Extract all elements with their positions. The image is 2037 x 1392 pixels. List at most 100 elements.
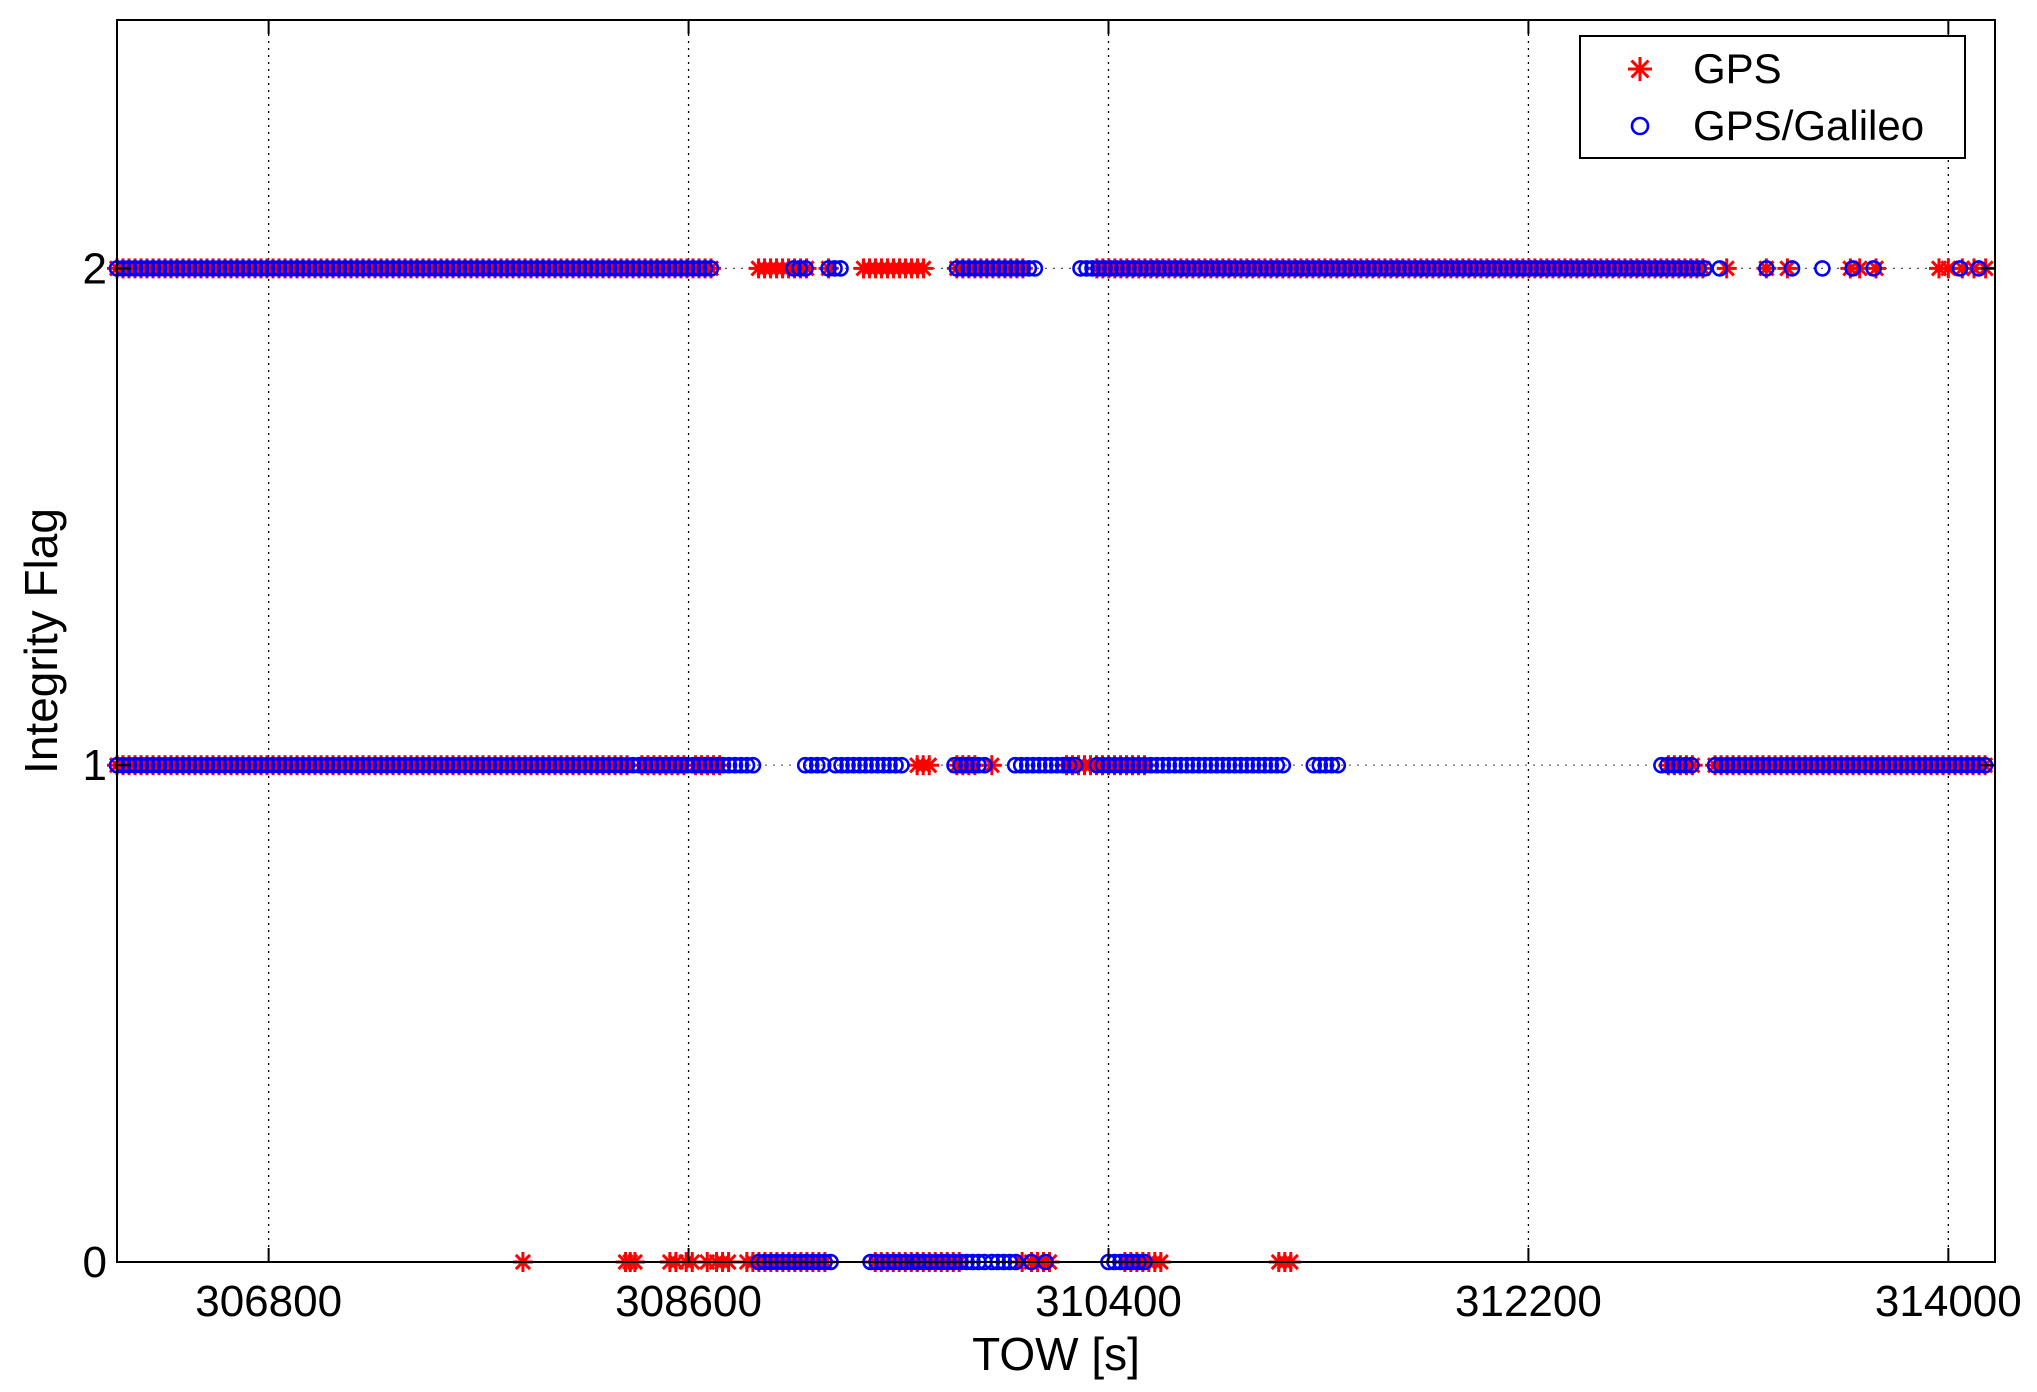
gps-galileo-point <box>1180 260 1197 277</box>
gps-galileo-point <box>594 260 612 277</box>
gps-galileo-point <box>1094 756 1112 774</box>
gps-galileo-point <box>1210 260 1227 277</box>
gps-galileo-point <box>1274 756 1292 774</box>
gps-galileo-point <box>174 756 192 774</box>
gps-galileo-point <box>1618 260 1635 277</box>
gps-galileo-point <box>1576 260 1593 277</box>
gps-galileo-point <box>462 260 480 277</box>
legend-label-gps: GPS <box>1693 45 1782 92</box>
gps-galileo-point <box>1736 756 1754 774</box>
legend-marker-gps <box>1628 57 1652 81</box>
gps-galileo-point <box>1910 756 1928 774</box>
gps-galileo-point <box>234 260 252 277</box>
gps-galileo-point <box>1168 260 1185 277</box>
gps-galileo-point <box>180 260 198 277</box>
gps-galileo-point <box>1660 260 1677 277</box>
gps-galileo-point <box>1450 260 1467 277</box>
gps-galileo-point <box>1024 756 1042 774</box>
gps-galileo-point <box>1240 260 1257 277</box>
gps-galileo-point <box>1922 756 1940 774</box>
gps-galileo-point <box>348 260 366 277</box>
gps-galileo-point <box>1312 260 1329 277</box>
gps-galileo-point <box>1276 260 1293 277</box>
gps-galileo-point <box>1294 260 1311 277</box>
gps-galileo-point <box>198 756 216 774</box>
gps-galileo-point <box>582 756 600 774</box>
gps-galileo-point <box>1648 260 1665 277</box>
gps-galileo-point <box>1456 260 1473 277</box>
gps-galileo-point <box>642 260 660 277</box>
gps-galileo-point <box>1748 756 1766 774</box>
gps-galileo-point <box>1964 756 1982 774</box>
gps-galileo-point <box>1850 756 1868 774</box>
gps-galileo-point <box>1066 756 1084 774</box>
gps-galileo-point <box>1802 756 1820 774</box>
gps-galileo-point <box>1072 260 1089 277</box>
gps-galileo-point <box>1438 260 1455 277</box>
gps-galileo-point <box>1008 260 1026 277</box>
gps-galileo-point <box>1808 756 1826 774</box>
gps-galileo-point <box>216 260 234 277</box>
gps-galileo-point <box>1220 756 1238 774</box>
gps-galileo-point <box>1256 756 1274 774</box>
gps-galileo-point <box>1270 260 1287 277</box>
gps-galileo-point <box>282 756 300 774</box>
gps-galileo-point <box>976 756 993 774</box>
gps-galileo-point <box>390 756 408 774</box>
gps-galileo-point <box>1192 260 1209 277</box>
gps-galileo-point <box>1414 260 1431 277</box>
gps-galileo-point <box>1012 756 1030 774</box>
gps-galileo-point <box>1588 260 1605 277</box>
gps-galileo-point <box>720 756 738 774</box>
gps-galileo-point <box>845 756 862 774</box>
gps-galileo-point <box>954 260 972 277</box>
gps-galileo-point <box>1570 260 1587 277</box>
gps-galileo-point <box>1106 756 1124 774</box>
gps-galileo-point <box>450 756 468 774</box>
gps-galileo-point <box>1402 260 1419 277</box>
gps-galileo-point <box>630 756 648 774</box>
gps-galileo-point <box>964 756 981 774</box>
gps-galileo-point <box>594 756 612 774</box>
gps-galileo-point <box>1198 260 1215 277</box>
gps-galileo-point <box>138 756 156 774</box>
gps-galileo-point <box>887 756 904 774</box>
gps-galileo-point <box>324 260 342 277</box>
gps-galileo-point <box>1642 260 1659 277</box>
gps-galileo-point <box>678 756 696 774</box>
gps-galileo-point <box>264 260 282 277</box>
gps-galileo-point <box>552 260 570 277</box>
gps-galileo-point <box>1042 756 1060 774</box>
gps-galileo-point <box>1712 756 1730 774</box>
gps-galileo-point <box>1665 756 1682 774</box>
gps-galileo-point <box>1078 260 1095 277</box>
gps-galileo-point <box>432 260 450 277</box>
gps-galileo-point <box>1162 260 1179 277</box>
gps-galileo-point <box>1916 756 1934 774</box>
gps-galileo-point <box>1516 260 1533 277</box>
gps-galileo-point <box>522 756 540 774</box>
gps-galileo-point <box>528 260 546 277</box>
gps-galileo-point <box>1156 260 1173 277</box>
gps-galileo-point <box>1150 260 1167 277</box>
gps-galileo-point <box>318 756 336 774</box>
gps-galileo-point <box>204 260 222 277</box>
gps-galileo-point <box>802 756 820 774</box>
y-tick-label: 1 <box>83 741 107 790</box>
gps-galileo-point <box>1711 260 1729 277</box>
legend-asterisk-marker <box>1628 57 1652 81</box>
gps-galileo-point <box>318 260 336 277</box>
gps-galileo-point <box>1372 260 1389 277</box>
gps-galileo-point <box>1336 260 1353 277</box>
gps-galileo-point <box>1130 756 1148 774</box>
gps-galileo-point <box>1112 756 1130 774</box>
plot-background <box>117 20 1995 1262</box>
gps-galileo-point <box>1606 260 1623 277</box>
gps-galileo-point <box>504 756 522 774</box>
gps-galileo-point <box>600 260 618 277</box>
gps-galileo-point <box>1594 260 1611 277</box>
gps-galileo-point <box>558 260 576 277</box>
gps-galileo-point <box>648 756 666 774</box>
gps-galileo-point <box>1522 260 1539 277</box>
gps-galileo-point <box>684 756 702 774</box>
